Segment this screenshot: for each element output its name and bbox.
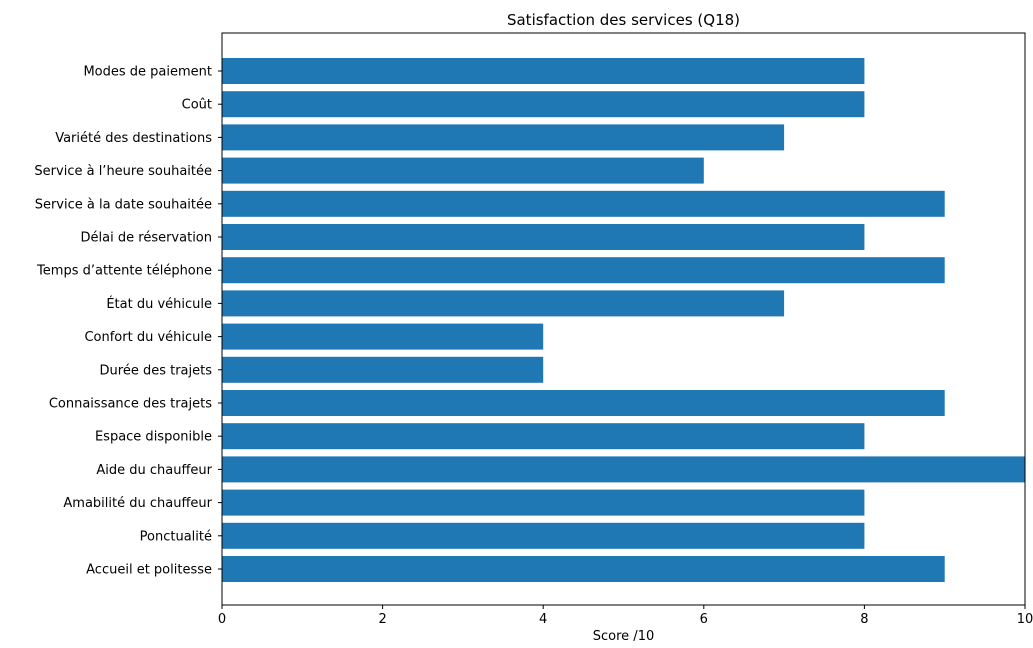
y-tick-label: Aide du chauffeur: [96, 463, 212, 478]
x-tick-label: 8: [860, 612, 868, 627]
bar: [222, 290, 785, 317]
bar: [222, 91, 865, 118]
bar: [222, 157, 704, 184]
bar: [222, 390, 945, 416]
bar: [222, 224, 865, 250]
x-tick-label: 6: [700, 612, 708, 627]
plot-frame: [221, 32, 1026, 606]
bar: [222, 456, 1025, 483]
y-tick-label: Variété des destinations: [55, 131, 212, 146]
bars: [222, 58, 1025, 582]
y-tick-label: Espace disponible: [95, 430, 212, 445]
x-tick-label: 4: [539, 612, 547, 627]
x-axis: 0 2 4 6 8 10: [218, 605, 1033, 627]
y-tick-label: Service à la date souhaitée: [35, 197, 212, 212]
y-tick-label: Temps d’attente téléphone: [36, 264, 212, 279]
y-tick-label: État du véhicule: [106, 296, 212, 312]
x-tick-label: 2: [378, 612, 386, 627]
bar: [222, 489, 865, 516]
bar: [222, 423, 865, 450]
bar: [222, 58, 865, 84]
y-tick-label: Connaissance des trajets: [49, 397, 212, 412]
chart-title: Satisfaction des services (Q18): [507, 11, 740, 29]
y-tick-label: Modes de paiement: [83, 65, 212, 80]
y-tick-label: Accueil et politesse: [86, 563, 212, 578]
bar: [222, 190, 945, 217]
bar: [222, 522, 865, 549]
x-tick-label: 0: [218, 612, 226, 627]
x-axis-label: Score /10: [593, 629, 654, 644]
y-axis: Modes de paiement Coût Variété des destina…: [34, 65, 222, 578]
bar: [222, 556, 945, 582]
bar: [222, 356, 544, 383]
y-tick-label: Ponctualité: [140, 529, 212, 544]
y-tick-label: Coût: [182, 98, 212, 113]
bar: [222, 257, 945, 284]
bar: [222, 323, 544, 350]
y-tick-label: Service à l’heure souhaitée: [34, 164, 212, 179]
y-tick-label: Confort du véhicule: [84, 330, 212, 345]
bar: [222, 124, 785, 151]
x-tick-label: 10: [1017, 612, 1033, 627]
y-tick-label: Durée des trajets: [100, 363, 213, 378]
y-tick-label: Amabilité du chauffeur: [63, 496, 212, 511]
y-tick-label: Délai de réservation: [81, 231, 212, 246]
